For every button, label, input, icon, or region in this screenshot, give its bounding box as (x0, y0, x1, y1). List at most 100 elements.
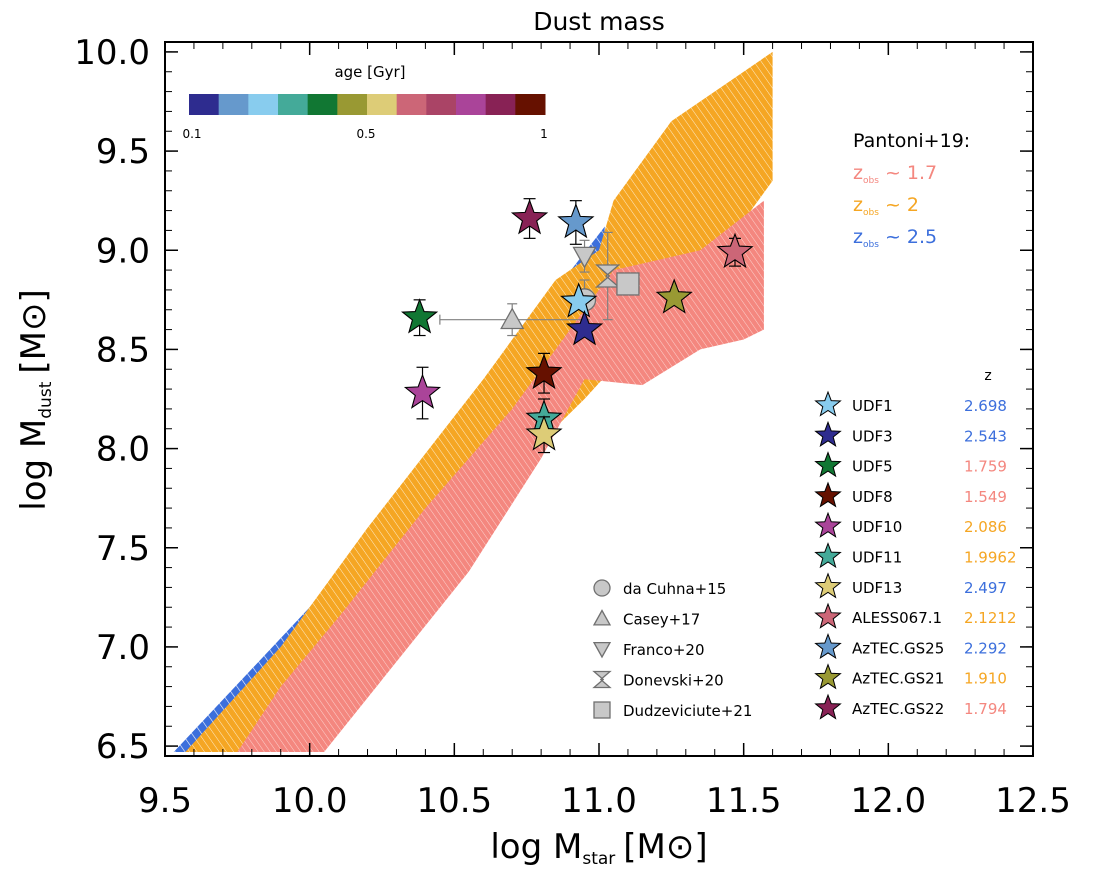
colorbar-title: age [Gyr] (334, 63, 405, 81)
ref-legend-marker-triangle-down (592, 641, 612, 659)
pantoni-z: z (853, 194, 863, 216)
pantoni-legend-title: Pantoni+19: (853, 130, 970, 152)
x-axis-label-base: log M (490, 827, 582, 867)
sources-layer (401, 198, 754, 454)
star-udf5 (401, 298, 439, 334)
pantoni-legend-item: zobs ~ 2 (853, 194, 919, 218)
source-legend-z: 2.497 (964, 579, 1007, 597)
y-axis-label-sub: dust (36, 381, 56, 418)
source-legend-name: UDF13 (852, 579, 902, 597)
x-tick-label: 12.5 (995, 781, 1071, 821)
pantoni-label: ~ 2 (879, 194, 919, 216)
source-legend-z: 2.1212 (964, 609, 1017, 627)
colorbar-swatch (337, 94, 368, 115)
y-tick-label: 7.5 (96, 529, 150, 569)
star-aztec-gs21 (655, 278, 693, 314)
star-udf10 (403, 373, 442, 409)
y-axis-label-unit: [M⊙] (14, 289, 54, 373)
x-tick-label: 11.0 (561, 781, 637, 821)
star-udf13 (525, 415, 563, 451)
y-axis-label: log Mdust [M⊙] (14, 289, 56, 510)
pantoni-legend-item: zobs ~ 1.7 (853, 162, 937, 186)
source-legend-name: UDF1 (852, 397, 893, 415)
x-axis-label: log Mstar [M⊙] (490, 827, 707, 869)
source-legend-name: AzTEC.GS25 (852, 639, 944, 657)
colorbar-swatch (515, 94, 546, 115)
source-legend-name: AzTEC.GS22 (852, 700, 944, 718)
colorbar-swatch (456, 94, 487, 115)
ref-legend-marker-circle (593, 579, 611, 597)
pantoni-z: z (853, 226, 863, 248)
x-tick-label: 10.5 (416, 781, 492, 821)
ref-point-triangle-down (572, 246, 597, 269)
star-udf8 (525, 353, 563, 390)
pantoni-label: ~ 1.7 (879, 162, 937, 184)
ref-legend-label: Casey+17 (623, 611, 700, 629)
colorbar-swatch (248, 94, 279, 115)
colorbar-tick-label: 0.1 (182, 127, 201, 141)
source-legend-z: 2.292 (964, 639, 1007, 657)
source-legend-header: z (984, 368, 991, 384)
chart-title: Dust mass (533, 7, 665, 36)
y-tick-label: 6.5 (96, 727, 150, 767)
colorbar-swatch (367, 94, 398, 115)
colorbar-swatch (189, 94, 220, 115)
source-legend-z: 1.549 (964, 488, 1007, 506)
pantoni-sub: obs (863, 176, 879, 186)
ref-legend-marker-triangle-up (592, 609, 612, 626)
colorbar-swatch (426, 94, 457, 115)
star-udf3 (565, 310, 604, 346)
source-legend-z: 1.794 (964, 700, 1007, 718)
star-aztec-gs22 (510, 198, 549, 235)
x-axis-label-sub: star (582, 849, 615, 869)
x-tick-label: 9.5 (138, 781, 192, 821)
pantoni-sub: obs (863, 208, 879, 218)
axis-ticks: 9.5 10.0 10.5 11.0 11.5 12.0 12.56.57.07.58.08… (74, 33, 1071, 821)
source-legend-name: UDF10 (852, 518, 902, 536)
source-legend-star (814, 663, 842, 690)
pantoni-z: z (853, 162, 863, 184)
source-legend-name: UDF11 (852, 549, 902, 567)
y-axis-label-base: log M (14, 419, 54, 511)
x-axis-label-unit: [M⊙] (623, 827, 707, 867)
pantoni-label: ~ 2.5 (879, 226, 937, 248)
star-udf1 (560, 282, 598, 318)
ref-legend-marker-bowtie (592, 670, 612, 689)
pantoni-sub: obs (863, 240, 879, 250)
y-tick-label: 9.5 (96, 132, 150, 172)
ref-legend-label: da Cuhna+15 (623, 580, 726, 598)
colorbar-swatch (396, 94, 427, 115)
source-legend-z: 2.086 (964, 518, 1007, 536)
source-legend-z: 1.910 (964, 670, 1007, 688)
y-tick-label: 7.0 (96, 628, 150, 668)
x-tick-label: 10.0 (272, 781, 348, 821)
star-aless067-1 (716, 232, 754, 269)
x-tick-label: 12.0 (850, 781, 926, 821)
y-tick-label: 8.0 (96, 430, 150, 470)
source-legend-star (814, 511, 842, 538)
y-tick-label: 8.5 (96, 330, 150, 370)
colorbar-swatch (218, 94, 249, 115)
colorbar-tick-label: 0.5 (356, 127, 375, 141)
source-legend-z: 2.698 (964, 397, 1007, 415)
band-z2 (185, 51, 773, 752)
source-legend-name: UDF8 (852, 488, 893, 506)
source-legend-star (814, 420, 842, 447)
source-legend-star (814, 632, 842, 660)
ref-legend-label: Franco+20 (623, 641, 704, 659)
source-legend-z: 2.543 (964, 427, 1007, 445)
bands-layer (173, 51, 773, 752)
source-legend-name: UDF3 (852, 427, 893, 445)
source-legend-star (814, 542, 842, 569)
source-legend-star (814, 481, 842, 508)
ref-point-triangle-up (500, 307, 525, 330)
source-legend-name: UDF5 (852, 458, 893, 476)
colorbar-swatch (278, 94, 309, 115)
star-aztec-gs25 (557, 202, 595, 239)
source-legend-z: 1.759 (964, 458, 1007, 476)
ref-point-square (616, 272, 640, 296)
pantoni-legend-item: zobs ~ 2.5 (853, 226, 937, 250)
source-legend-name: ALESS067.1 (852, 609, 942, 627)
